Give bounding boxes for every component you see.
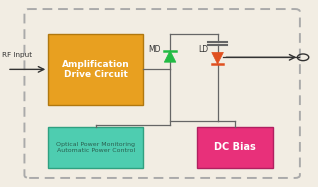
FancyBboxPatch shape [197, 127, 273, 168]
Polygon shape [164, 51, 176, 62]
Text: Optical Power Monitoring
Automatic Power Control: Optical Power Monitoring Automatic Power… [56, 142, 135, 153]
Text: LD: LD [198, 45, 209, 54]
Text: Amplification
Drive Circuit: Amplification Drive Circuit [62, 60, 129, 79]
Text: DC Bias: DC Bias [214, 142, 256, 152]
FancyBboxPatch shape [24, 9, 300, 178]
FancyBboxPatch shape [48, 34, 143, 105]
Text: MD: MD [149, 45, 161, 54]
FancyBboxPatch shape [48, 127, 143, 168]
Text: RF Input: RF Input [2, 52, 32, 58]
Polygon shape [212, 52, 223, 64]
